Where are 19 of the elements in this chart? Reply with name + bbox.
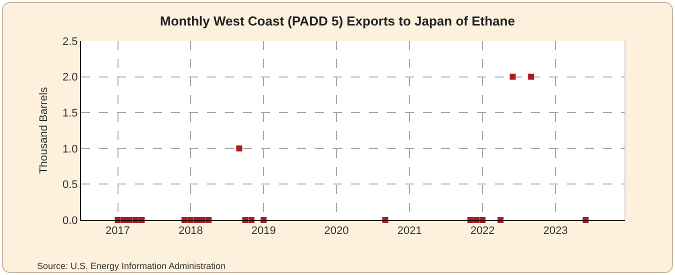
x-tick-label: 2020 [324, 225, 349, 238]
y-tick-label: 1.0 [62, 143, 78, 156]
y-tick-label: 1.5 [62, 107, 78, 120]
y-tick-label: 2.0 [62, 72, 78, 84]
point [510, 74, 516, 80]
y-tick-label: 0.0 [62, 214, 78, 227]
y-tick-label: 2.5 [62, 36, 78, 48]
y-axis-title: Thousand Barrels [38, 86, 50, 174]
y-tick-label: 0.5 [62, 179, 78, 192]
x-tick-label: 2017 [106, 225, 130, 238]
x-tick-label: 2018 [178, 225, 203, 238]
source-note: Source: U.S. Energy Information Administration [37, 261, 226, 271]
x-tick-label: 2023 [543, 225, 568, 238]
x-tick-label: 2021 [397, 225, 422, 238]
point [236, 145, 242, 152]
x-tick-label: 2019 [251, 225, 276, 238]
x-tick-label: 2022 [470, 225, 495, 238]
chart-title: Monthly West Coast (PADD 5) Exports to Japan of Ethane [160, 14, 515, 29]
point [528, 74, 534, 80]
